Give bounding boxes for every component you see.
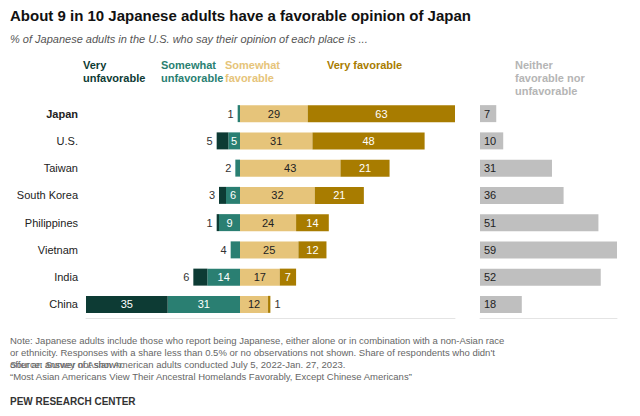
svg-text:43: 43 bbox=[284, 162, 296, 174]
svg-text:Somewhat: Somewhat bbox=[225, 59, 283, 71]
svg-text:“Most Asian Americans View The: “Most Asian Americans View Their Ancestr… bbox=[10, 371, 412, 382]
svg-text:2: 2 bbox=[225, 162, 231, 174]
svg-text:12: 12 bbox=[248, 298, 260, 310]
svg-text:6: 6 bbox=[183, 271, 189, 283]
svg-text:Very: Very bbox=[83, 59, 109, 71]
svg-text:About 9 in 10 Japanese adults: About 9 in 10 Japanese adults have a fav… bbox=[10, 7, 471, 24]
svg-text:17: 17 bbox=[254, 271, 266, 283]
svg-text:7: 7 bbox=[484, 108, 490, 120]
svg-text:5: 5 bbox=[207, 135, 213, 147]
svg-text:31: 31 bbox=[198, 298, 210, 310]
svg-text:1: 1 bbox=[228, 108, 234, 120]
svg-text:35: 35 bbox=[121, 298, 133, 310]
svg-text:Source: Survey of Asian Americ: Source: Survey of Asian American adults … bbox=[10, 359, 345, 370]
svg-text:Philippines: Philippines bbox=[25, 217, 79, 229]
svg-text:unfavorable: unfavorable bbox=[515, 85, 577, 97]
svg-text:Taiwan: Taiwan bbox=[44, 162, 78, 174]
svg-text:14: 14 bbox=[218, 271, 230, 283]
svg-text:10: 10 bbox=[484, 135, 496, 147]
svg-text:14: 14 bbox=[306, 217, 318, 229]
svg-text:21: 21 bbox=[359, 162, 371, 174]
svg-text:PEW RESEARCH CENTER: PEW RESEARCH CENTER bbox=[10, 396, 136, 407]
svg-text:29: 29 bbox=[268, 108, 280, 120]
svg-text:Japan: Japan bbox=[46, 108, 78, 120]
svg-text:Vietnam: Vietnam bbox=[38, 244, 78, 256]
svg-text:Neither: Neither bbox=[515, 59, 556, 71]
svg-text:Very favorable: Very favorable bbox=[327, 59, 402, 71]
svg-text:South Korea: South Korea bbox=[17, 189, 79, 201]
svg-text:or ethnicity. Responses with a: or ethnicity. Responses with a share les… bbox=[10, 347, 497, 358]
svg-text:India: India bbox=[54, 271, 79, 283]
svg-text:51: 51 bbox=[484, 217, 496, 229]
svg-text:4: 4 bbox=[221, 244, 227, 256]
svg-text:% of Japanese adults in the U.: % of Japanese adults in the U.S. who say… bbox=[10, 33, 368, 45]
svg-text:12: 12 bbox=[306, 244, 318, 256]
svg-text:63: 63 bbox=[375, 108, 387, 120]
svg-text:Somewhat: Somewhat bbox=[161, 59, 219, 71]
svg-text:52: 52 bbox=[484, 271, 496, 283]
svg-text:favorable: favorable bbox=[225, 72, 274, 84]
svg-text:Note: Japanese adults include: Note: Japanese adults include those who … bbox=[10, 335, 507, 346]
svg-text:7: 7 bbox=[285, 271, 291, 283]
svg-text:31: 31 bbox=[484, 162, 496, 174]
svg-text:1: 1 bbox=[207, 217, 213, 229]
svg-text:24: 24 bbox=[262, 217, 274, 229]
svg-text:59: 59 bbox=[484, 244, 496, 256]
svg-text:5: 5 bbox=[231, 135, 237, 147]
svg-text:favorable nor: favorable nor bbox=[515, 72, 588, 84]
svg-text:U.S.: U.S. bbox=[57, 135, 78, 147]
svg-text:32: 32 bbox=[271, 189, 283, 201]
svg-text:6: 6 bbox=[230, 189, 236, 201]
svg-text:unfavorable: unfavorable bbox=[161, 72, 223, 84]
svg-text:18: 18 bbox=[484, 298, 496, 310]
svg-text:31: 31 bbox=[270, 135, 282, 147]
svg-text:21: 21 bbox=[333, 189, 345, 201]
svg-text:unfavorable: unfavorable bbox=[83, 72, 145, 84]
svg-text:25: 25 bbox=[263, 244, 275, 256]
svg-text:1: 1 bbox=[274, 298, 280, 310]
svg-text:3: 3 bbox=[209, 189, 215, 201]
svg-text:36: 36 bbox=[484, 189, 496, 201]
svg-text:China: China bbox=[49, 298, 79, 310]
svg-text:9: 9 bbox=[226, 217, 232, 229]
svg-text:48: 48 bbox=[362, 135, 374, 147]
